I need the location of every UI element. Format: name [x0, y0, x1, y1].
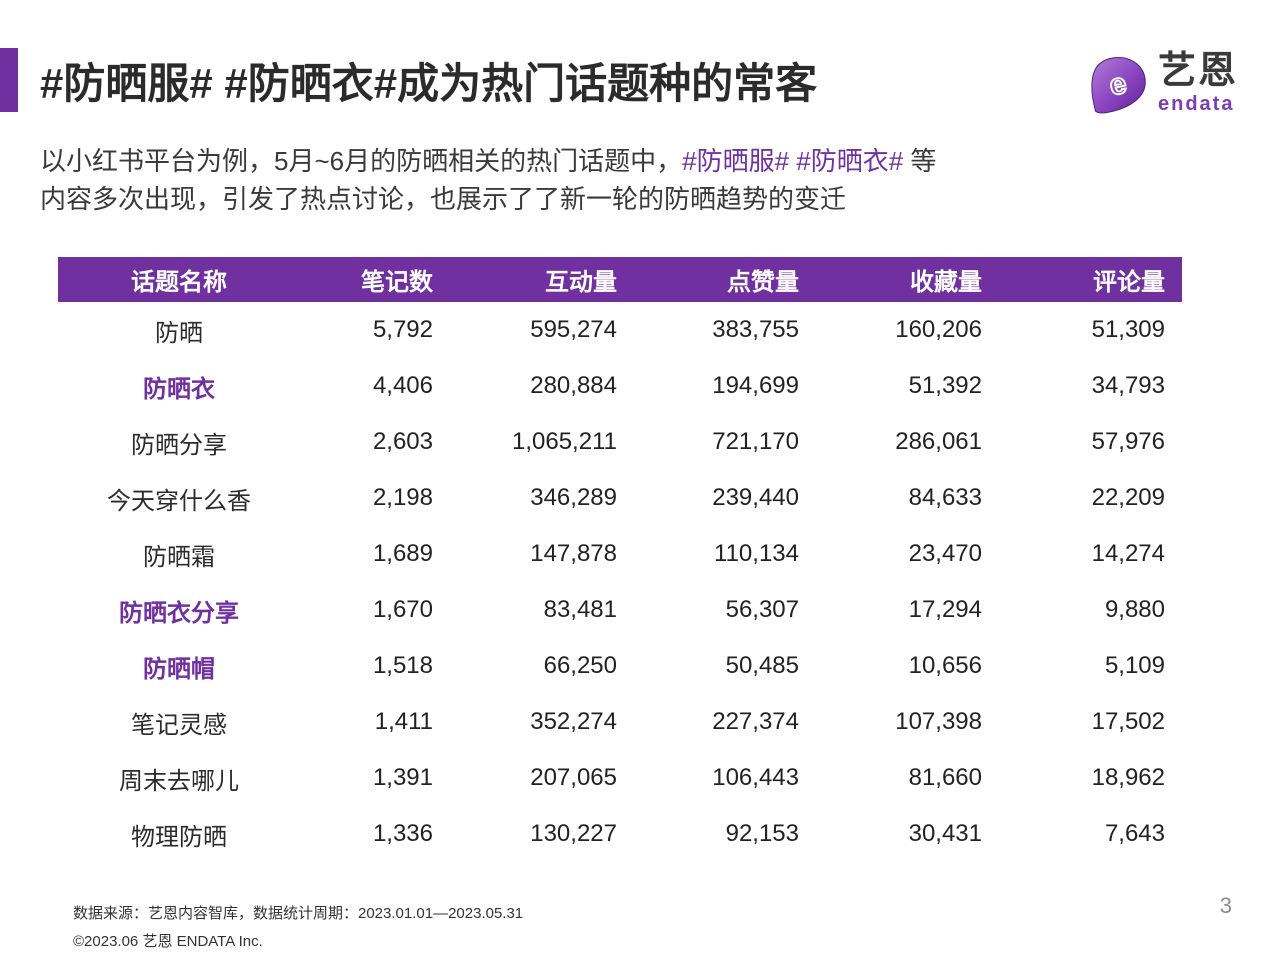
intro-paragraph: 以小红书平台为例，5月~6月的防晒相关的热门话题中，#防晒服# #防晒衣# 等内… [40, 142, 1100, 218]
value-cell: 17,294 [816, 582, 999, 638]
value-cell: 17,502 [999, 694, 1182, 750]
topic-cell: 防晒衣分享 [58, 582, 300, 638]
value-cell: 56,307 [634, 582, 816, 638]
value-cell: 23,470 [816, 526, 999, 582]
topic-cell: 今天穿什么香 [58, 470, 300, 526]
topics-table: 话题名称 笔记数 互动量 点赞量 收藏量 评论量 防晒 5,792 595,274 383,75… [58, 257, 1182, 862]
page-number: 3 [1219, 893, 1232, 918]
column-header: 笔记数 [300, 257, 450, 302]
table-row: 防晒 5,792 595,274 383,755 160,206 51,309 [58, 302, 1182, 358]
intro-line1-suffix: 等 [903, 146, 937, 176]
topic-cell: 周末去哪儿 [58, 750, 300, 806]
value-cell: 107,398 [816, 694, 999, 750]
value-cell: 22,209 [999, 470, 1182, 526]
value-cell: 18,962 [999, 750, 1182, 806]
value-cell: 352,274 [450, 694, 634, 750]
logo-name-zh: 艺恩 [1157, 50, 1238, 92]
value-cell: 5,109 [999, 638, 1182, 694]
title-accent-bar [0, 48, 18, 112]
table-row: 防晒霜 1,689 147,878 110,134 23,470 14,274 [58, 526, 1182, 582]
value-cell: 160,206 [816, 302, 999, 358]
intro-line2: 内容多次出现，引发了热点讨论，也展示了了新一轮的防晒趋势的变迁 [40, 184, 847, 214]
table-row: 笔记灵感 1,411 352,274 227,374 107,398 17,502 [58, 694, 1182, 750]
footer: 数据来源：艺恩内容智库，数据统计周期：2023.01.01—2023.05.31… [73, 900, 523, 956]
value-cell: 50,485 [634, 638, 816, 694]
value-cell: 66,250 [450, 638, 634, 694]
value-cell: 286,061 [816, 414, 999, 470]
topic-cell: 防晒帽 [58, 638, 300, 694]
value-cell: 83,481 [450, 582, 634, 638]
value-cell: 147,878 [450, 526, 634, 582]
value-cell: 30,431 [816, 806, 999, 862]
value-cell: 1,411 [300, 694, 450, 750]
value-cell: 595,274 [450, 302, 634, 358]
topic-cell: 防晒衣 [58, 358, 300, 414]
page-title: #防晒服# #防晒衣#成为热门话题种的常客 [40, 60, 818, 107]
table-row: 防晒帽 1,518 66,250 50,485 10,656 5,109 [58, 638, 1182, 694]
column-header: 收藏量 [816, 257, 999, 302]
value-cell: 1,065,211 [450, 414, 634, 470]
table-row: 防晒衣分享 1,670 83,481 56,307 17,294 9,880 [58, 582, 1182, 638]
logo-name-en: endata [1157, 92, 1235, 115]
column-header: 互动量 [450, 257, 634, 302]
table-row: 防晒衣 4,406 280,884 194,699 51,392 34,793 [58, 358, 1182, 414]
value-cell: 1,391 [300, 750, 450, 806]
value-cell: 51,392 [816, 358, 999, 414]
column-header: 话题名称 [58, 257, 300, 302]
value-cell: 383,755 [634, 302, 816, 358]
value-cell: 721,170 [634, 414, 816, 470]
table-row: 周末去哪儿 1,391 207,065 106,443 81,660 18,962 [58, 750, 1182, 806]
data-source-note: 数据来源：艺恩内容智库，数据统计周期：2023.01.01—2023.05.31 [73, 905, 524, 922]
value-cell: 81,660 [816, 750, 999, 806]
value-cell: 1,518 [300, 638, 450, 694]
value-cell: 1,336 [300, 806, 450, 862]
value-cell: 1,670 [300, 582, 450, 638]
value-cell: 227,374 [634, 694, 816, 750]
table-row: 物理防晒 1,336 130,227 92,153 30,431 7,643 [58, 806, 1182, 862]
value-cell: 130,227 [450, 806, 634, 862]
table-row: 今天穿什么香 2,198 346,289 239,440 84,633 22,209 [58, 470, 1182, 526]
value-cell: 10,656 [816, 638, 999, 694]
topic-cell: 笔记灵感 [58, 694, 300, 750]
value-cell: 346,289 [450, 470, 634, 526]
topics-table-container: 话题名称 笔记数 互动量 点赞量 收藏量 评论量 防晒 5,792 595,274 383,75… [58, 257, 1182, 862]
value-cell: 2,603 [300, 414, 450, 470]
value-cell: 1,689 [300, 526, 450, 582]
copyright-note: ©2023.06 艺恩 ENDATA Inc. [73, 933, 263, 950]
topic-cell: 防晒分享 [58, 414, 300, 470]
value-cell: 51,309 [999, 302, 1182, 358]
table-row: 防晒分享 2,603 1,065,211 721,170 286,061 57,976 [58, 414, 1182, 470]
table-header-row: 话题名称 笔记数 互动量 点赞量 收藏量 评论量 [58, 257, 1182, 302]
value-cell: 9,880 [999, 582, 1182, 638]
value-cell: 280,884 [450, 358, 634, 414]
value-cell: 4,406 [300, 358, 450, 414]
topic-cell: 防晒霜 [58, 526, 300, 582]
intro-line1-prefix: 以小红书平台为例，5月~6月的防晒相关的热门话题中， [40, 146, 683, 176]
endata-logo-text: 艺恩 endata [1158, 50, 1238, 116]
endata-logo: e 艺恩 endata [1086, 50, 1238, 120]
value-cell: 207,065 [450, 750, 634, 806]
value-cell: 7,643 [999, 806, 1182, 862]
value-cell: 14,274 [999, 526, 1182, 582]
topic-cell: 防晒 [58, 302, 300, 358]
value-cell: 2,198 [300, 470, 450, 526]
value-cell: 194,699 [634, 358, 816, 414]
value-cell: 106,443 [634, 750, 816, 806]
intro-highlight-hashtags: #防晒服# #防晒衣# [682, 146, 904, 176]
endata-logo-icon: e [1091, 56, 1146, 114]
value-cell: 239,440 [634, 470, 816, 526]
value-cell: 92,153 [634, 806, 816, 862]
value-cell: 110,134 [634, 526, 816, 582]
column-header: 评论量 [999, 257, 1182, 302]
value-cell: 57,976 [999, 414, 1182, 470]
table-body: 防晒 5,792 595,274 383,755 160,206 51,309 防晒衣 4,4… [58, 302, 1182, 862]
table-header: 话题名称 笔记数 互动量 点赞量 收藏量 评论量 [58, 257, 1182, 302]
value-cell: 5,792 [300, 302, 450, 358]
column-header: 点赞量 [634, 257, 816, 302]
topic-cell: 物理防晒 [58, 806, 300, 862]
value-cell: 84,633 [816, 470, 999, 526]
value-cell: 34,793 [999, 358, 1182, 414]
